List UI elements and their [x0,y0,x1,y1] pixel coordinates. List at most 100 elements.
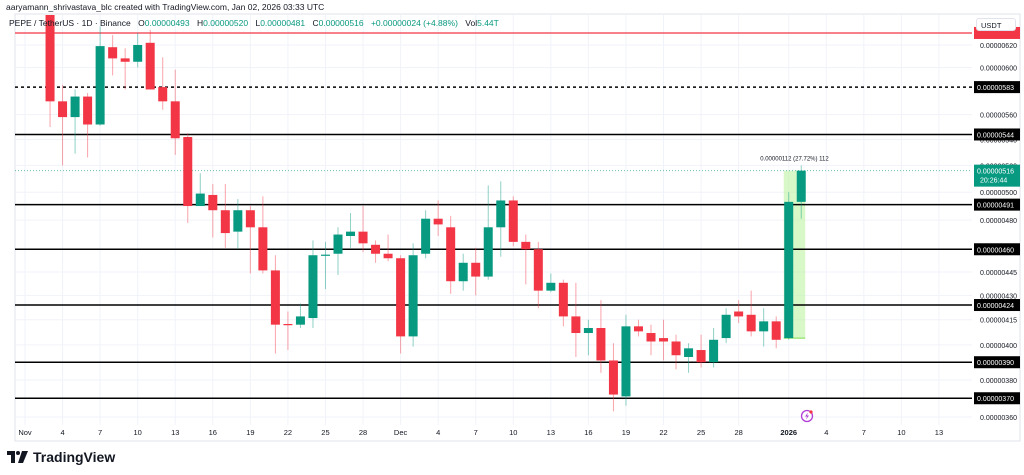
candle-down [633,326,643,332]
time-axis[interactable]: Nov 4 7 10 13 16 19 22 25 28 Dec 4 7 10 13 16 19 22 25 28 20… [18,428,943,437]
time-tick-label: 10 [509,428,517,437]
candle-up [133,45,143,62]
candle-down [446,227,456,282]
price-tick-label: 0.00000560 [980,113,1017,120]
candle-down [396,258,406,337]
candle-down [671,341,681,356]
candle-up [621,326,631,397]
candle-down [83,96,93,125]
level-price-label: 0.00000390 [977,360,1014,367]
volume-value: 5.44T [477,18,499,28]
symbol-name[interactable]: PEPE / TetherUS · 1D · Binance [9,18,131,28]
candle-up [308,255,318,319]
candle-up [95,46,105,125]
price-tick-label: 0.00000445 [980,270,1017,277]
logo-text: TradingView [33,449,116,465]
candle-down [533,249,543,291]
candle-down [208,194,218,211]
level-price-tag [974,243,1020,256]
level-price-label: 0.00000370 [977,396,1014,403]
time-tick-label: 13 [547,428,555,437]
level-price-label: 0.00000491 [977,203,1014,210]
time-tick-label: Nov [18,428,32,437]
candle-up [721,314,731,339]
price-range-measure-label: 0.00000112 (27.72%) 112 [760,157,829,163]
candle-down [571,316,581,334]
candle-up [421,218,431,254]
time-tick-label: 13 [171,428,179,437]
candle-down [371,244,381,254]
price-tick-label: 0.00000360 [980,415,1017,422]
level-price-label: 0.00000583 [977,85,1014,92]
candle-up [496,200,506,228]
tradingview-logo[interactable]: TradingView [7,449,115,465]
candle-down [245,210,255,228]
chart-frame [14,13,1021,442]
grid [15,15,972,425]
candle-down [270,270,280,325]
time-tick-label: 10 [897,428,905,437]
candle-up [684,348,694,357]
level-price-tag [974,128,1020,141]
candle-down [646,333,656,342]
time-tick-label: 25 [697,428,705,437]
candle-down [120,58,130,62]
level-price-tag [974,81,1020,94]
plot-area[interactable]: 0.00000112 (27.72%) 112 [15,0,972,412]
chart-attribution: aaryamann_shrivastava_blc created with T… [6,2,325,12]
candle-down [596,328,606,361]
candle-up [295,316,305,325]
time-tick-label: 19 [622,428,630,437]
candle-up [233,210,243,232]
price-tick-label: 0.00000540 [980,138,1017,145]
candle-up [195,193,205,207]
candle-down [58,101,68,118]
time-tick-label: 7 [98,428,102,437]
price-axis-labels: 0.00000583 0.00000544 0.00000491 0.00000460… [974,26,1020,405]
time-tick-label: 7 [474,428,478,437]
time-tick-label: 16 [584,428,592,437]
candle-down [170,101,180,139]
candle-up [796,170,806,202]
candle-down [521,241,531,250]
time-tick-label: 25 [321,428,329,437]
price-tick-label: 0.00000500 [980,190,1017,197]
price-tick-label: 0.00000380 [980,378,1017,385]
candle-down [659,338,669,342]
candle-down [220,210,230,234]
time-tick-label: 28 [359,428,367,437]
candle-down [471,262,481,277]
currency-button[interactable]: USDT [976,18,1016,31]
current-price-tag [974,164,1020,187]
candle-down [771,321,781,340]
tradingview-logo-icon [7,451,28,463]
low-value: 0.00000481 [260,18,306,28]
time-tick-label: 13 [935,428,943,437]
level-price-tag [974,356,1020,369]
candle-up [583,328,593,334]
time-tick-label: 16 [209,428,217,437]
time-tick-label: 4 [60,428,64,437]
candle-down [358,231,368,244]
candle-down [433,218,443,225]
time-tick-label: 2026 [780,428,797,437]
bar-countdown-label: 20:26:44 [980,178,1007,185]
candle-up [483,227,493,277]
candle-down [183,137,193,207]
price-tick-label: 0.00000480 [980,218,1017,225]
candle-down [383,253,393,259]
candle-down [508,200,518,242]
candle-down [45,15,55,102]
open-value: 0.00000493 [144,18,190,28]
open-label: O [138,18,145,28]
price-tick-label: 0.00000620 [980,43,1017,50]
alert-lightning-icon[interactable] [800,409,814,423]
candle-up [458,262,468,282]
candle-down [145,42,155,90]
low-label: L [255,18,261,28]
level-price-tag [974,299,1020,312]
candle-up [408,255,418,337]
candle-down [158,87,168,102]
change-value: +0.00000024 (+4.88%) [370,18,458,28]
